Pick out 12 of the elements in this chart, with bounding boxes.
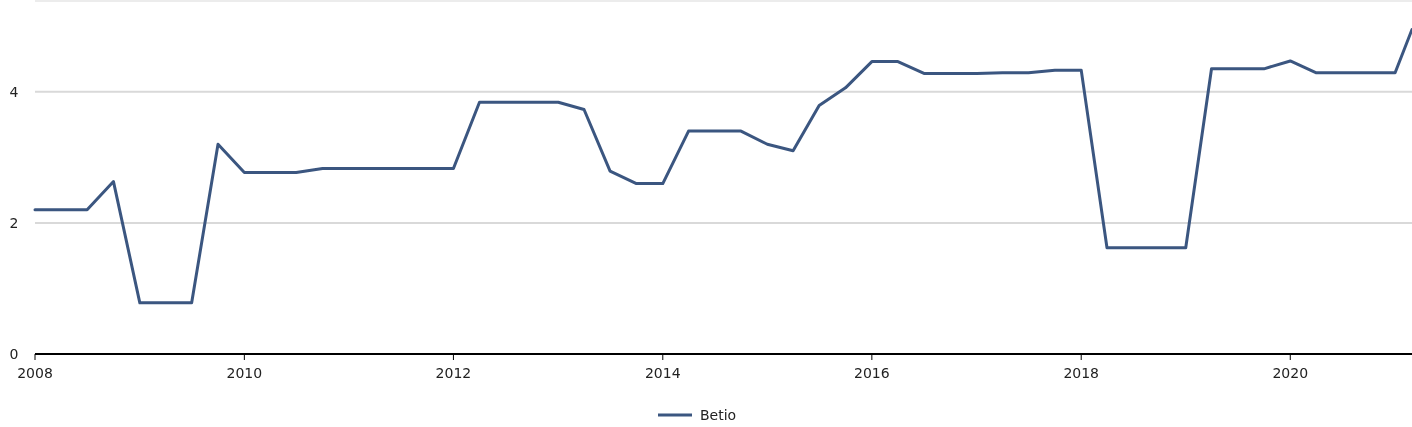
line-series (33, 28, 1412, 305)
x-tick-label: 2016 (854, 365, 890, 381)
x-tick-label: 2012 (435, 365, 472, 381)
x-tick-label: 2010 (226, 365, 263, 381)
x-tick-label: 2020 (1272, 365, 1309, 381)
x-tick-label: 2018 (1063, 365, 1100, 381)
legend-label: Betio (700, 406, 737, 423)
y-tick-label: 2 (9, 214, 19, 231)
x-tick-label: 2014 (644, 365, 681, 381)
y-tick-label: 0 (9, 345, 19, 362)
y-tick-label: 4 (9, 83, 19, 100)
x-tick-label: 2008 (17, 365, 53, 381)
